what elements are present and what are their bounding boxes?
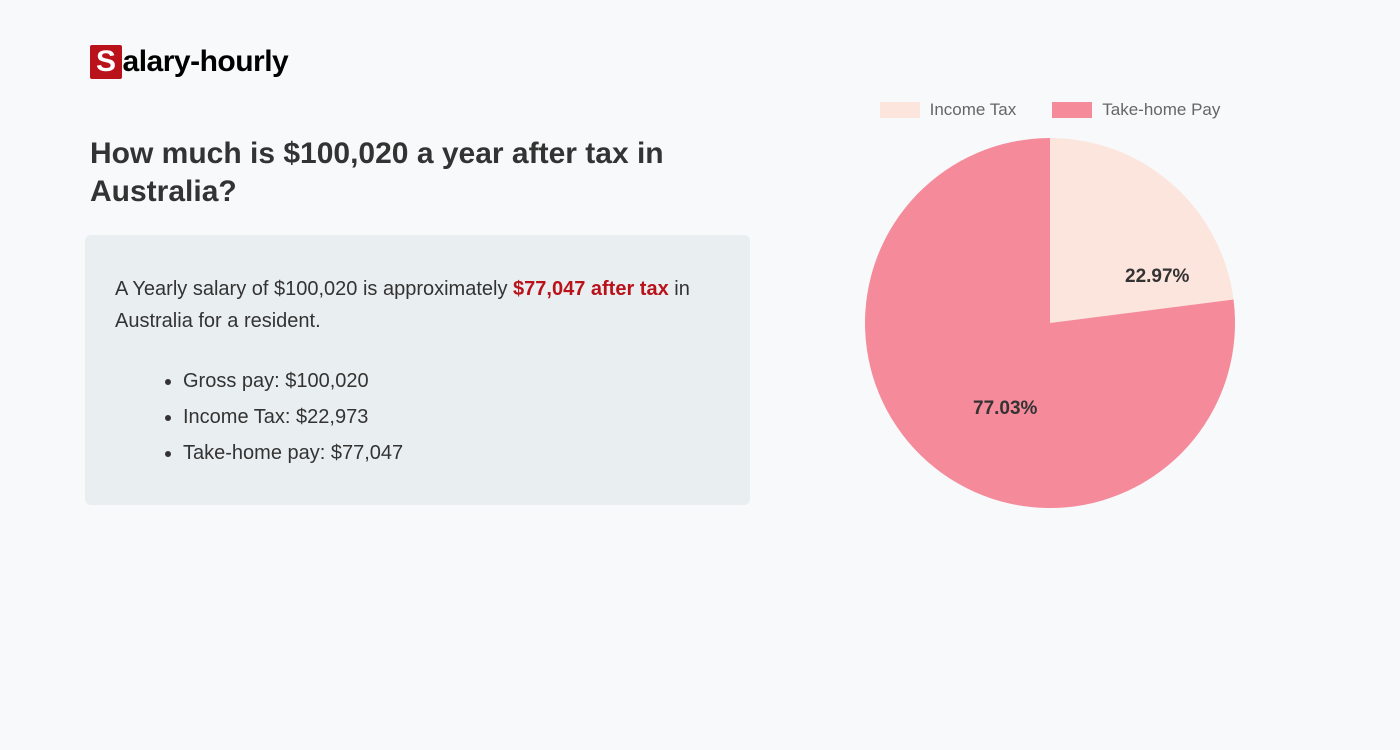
pie-chart-region: Income Tax Take-home Pay 22.97% 77.03%	[810, 100, 1290, 508]
slice-label: 22.97%	[1125, 266, 1189, 288]
page-heading: How much is $100,020 a year after tax in…	[90, 135, 730, 210]
pie-svg	[865, 138, 1235, 508]
legend-label: Take-home Pay	[1102, 100, 1220, 120]
legend-item: Take-home Pay	[1052, 100, 1220, 120]
summary-pre: A Yearly salary of $100,020 is approxima…	[115, 278, 513, 300]
site-logo: Salary-hourly	[90, 45, 288, 79]
legend-swatch	[880, 102, 920, 118]
slice-label: 77.03%	[973, 398, 1037, 420]
list-item: Income Tax: $22,973	[183, 399, 720, 435]
summary-box: A Yearly salary of $100,020 is approxima…	[85, 235, 750, 505]
logo-rest: alary-hourly	[123, 45, 289, 78]
breakdown-list: Gross pay: $100,020 Income Tax: $22,973 …	[115, 363, 720, 471]
summary-text: A Yearly salary of $100,020 is approxima…	[115, 273, 720, 337]
legend-swatch	[1052, 102, 1092, 118]
list-item: Take-home pay: $77,047	[183, 435, 720, 471]
pie-chart: 22.97% 77.03%	[865, 138, 1235, 508]
list-item: Gross pay: $100,020	[183, 363, 720, 399]
legend-label: Income Tax	[930, 100, 1017, 120]
legend-item: Income Tax	[880, 100, 1017, 120]
chart-legend: Income Tax Take-home Pay	[810, 100, 1290, 120]
summary-highlight: $77,047 after tax	[513, 278, 669, 300]
logo-s: S	[90, 45, 122, 79]
